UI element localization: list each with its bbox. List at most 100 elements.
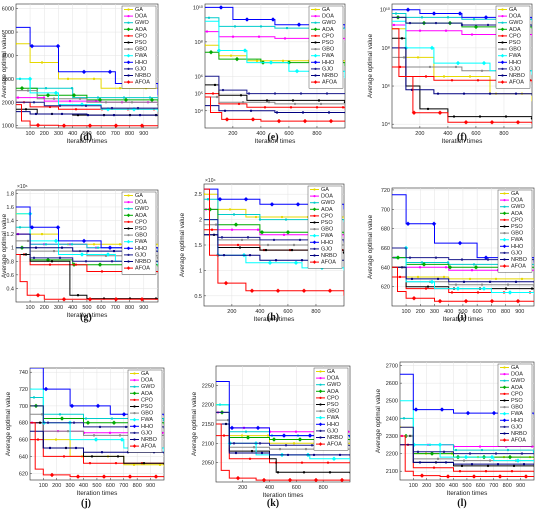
series-marker xyxy=(439,407,445,412)
series-marker xyxy=(463,298,469,304)
legend-label: DOA xyxy=(141,378,153,384)
series-marker xyxy=(70,87,74,90)
series-marker xyxy=(486,23,490,27)
series-marker xyxy=(416,450,420,454)
y-tick-label: 1.4 xyxy=(6,219,14,225)
legend-marker xyxy=(127,194,130,197)
panel-label: (e) xyxy=(267,132,278,143)
legend-label: FWA xyxy=(511,411,523,417)
series-marker xyxy=(468,277,472,281)
series-line xyxy=(205,17,345,30)
subplot-j: 620 640 660 680 700 720 740 100 200 300 400 500 600 7… xyxy=(5,367,165,509)
series-marker xyxy=(278,447,282,451)
series-marker xyxy=(463,454,469,460)
series-marker xyxy=(410,277,414,281)
series-marker xyxy=(481,286,487,291)
x-tick-label: 900 xyxy=(146,483,155,489)
series-marker xyxy=(79,102,85,107)
series-marker xyxy=(112,113,116,117)
series-marker xyxy=(221,88,225,92)
x-tick-label: 500 xyxy=(458,309,467,315)
series-marker xyxy=(240,434,244,437)
x-tick-label: 600 xyxy=(284,131,293,137)
y-axis-label: Average optimal value xyxy=(5,392,12,457)
series-marker xyxy=(158,463,162,467)
x-tick-label: 100 xyxy=(25,305,34,311)
series-marker xyxy=(497,474,503,479)
series-marker xyxy=(110,106,114,110)
legend-label: NRBO xyxy=(135,259,152,265)
legend-marker xyxy=(501,34,504,38)
series-marker xyxy=(473,265,479,270)
series-marker xyxy=(480,283,484,286)
legend-label: PSO xyxy=(321,220,333,226)
legend-label: DOA xyxy=(511,198,523,204)
series-line xyxy=(16,111,158,116)
series-marker xyxy=(58,256,62,260)
series-marker xyxy=(338,453,342,457)
legend-label: GJO xyxy=(135,66,147,72)
series-marker xyxy=(105,107,111,112)
series-afoa xyxy=(204,188,344,296)
legend-marker xyxy=(126,27,131,32)
series-marker xyxy=(457,240,463,246)
series-marker xyxy=(60,112,64,116)
y-tick-label: 4000 xyxy=(2,53,14,59)
series-marker xyxy=(247,92,251,95)
legend-marker xyxy=(133,438,136,441)
series-marker xyxy=(250,449,254,453)
series-marker xyxy=(462,92,466,95)
series-marker xyxy=(81,69,87,75)
series-marker xyxy=(204,192,206,196)
y-tick-label: 680 xyxy=(19,421,28,427)
series-afoa xyxy=(400,435,534,479)
series-marker xyxy=(87,123,93,128)
series-line xyxy=(216,423,350,456)
series-marker xyxy=(43,386,49,392)
series-marker xyxy=(249,288,255,294)
y-tick-label: 2500 xyxy=(386,399,398,405)
panel-label: (i) xyxy=(457,312,466,323)
legend-label: GWO xyxy=(135,20,149,26)
series-marker xyxy=(217,196,223,202)
y-tick-label: 660 xyxy=(381,246,390,252)
y-exponent: ×10⁶ xyxy=(17,184,28,190)
legend-label: HHO xyxy=(509,60,522,66)
series-marker xyxy=(223,280,229,286)
x-tick-label: 800 xyxy=(319,485,328,491)
legend-marker xyxy=(503,366,506,369)
legend-marker xyxy=(314,8,317,11)
series-line xyxy=(205,96,345,122)
series-marker xyxy=(429,451,435,456)
series-line xyxy=(204,219,344,243)
panel-label: (k) xyxy=(267,498,279,509)
series-marker xyxy=(236,243,240,247)
legend-marker xyxy=(127,34,130,38)
x-tick-label: 300 xyxy=(54,131,63,137)
series-marker xyxy=(38,421,42,424)
series-marker xyxy=(411,110,417,116)
series-marker xyxy=(24,108,28,111)
series-marker xyxy=(315,106,319,109)
series-marker xyxy=(35,292,41,298)
x-tick-label: 800 xyxy=(503,483,512,489)
series-aoa xyxy=(16,85,158,103)
legend-label: PSO xyxy=(511,398,523,404)
series-marker xyxy=(74,446,78,450)
series-marker xyxy=(250,117,256,122)
legend-marker xyxy=(503,392,506,395)
series-gbo xyxy=(16,89,158,106)
x-tick-label: 500 xyxy=(92,483,101,489)
series-marker xyxy=(514,92,518,95)
series-marker xyxy=(398,275,402,279)
x-tick-label: 500 xyxy=(82,131,91,137)
legend-box xyxy=(127,369,163,453)
series-marker xyxy=(248,253,252,257)
x-tick-label: 100 xyxy=(401,309,410,315)
series-marker xyxy=(211,92,215,95)
series-marker xyxy=(267,100,271,104)
legend-marker xyxy=(501,41,504,44)
series-marker xyxy=(153,474,159,479)
series-marker xyxy=(444,29,448,32)
series-marker xyxy=(113,297,119,302)
